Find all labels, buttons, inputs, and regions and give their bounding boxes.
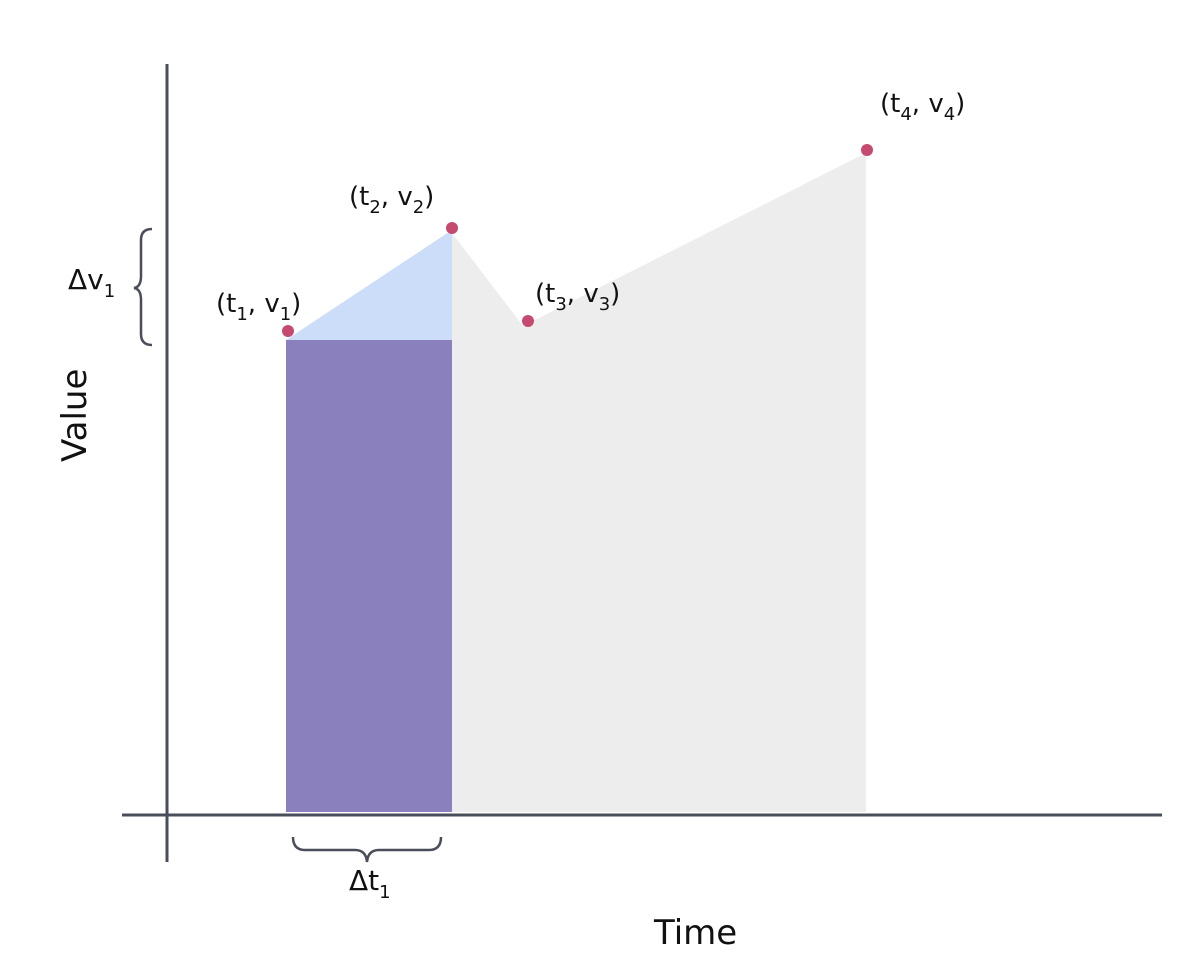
delta-t-brace [291, 836, 443, 863]
point-4 [861, 144, 873, 156]
point-2 [446, 222, 458, 234]
y-axis-title: Value [55, 369, 95, 462]
point-2-label: (t2, v2) [349, 182, 434, 218]
first-rectangle-area [286, 340, 452, 812]
point-1-label: (t1, v1) [216, 289, 301, 325]
delta-v-label: Δv1 [68, 263, 115, 302]
point-3 [522, 315, 534, 327]
x-axis-title: Time [653, 913, 737, 953]
point-3-label: (t3, v3) [535, 279, 620, 315]
delta-triangle-area [286, 230, 452, 340]
delta-v-brace [133, 227, 153, 347]
point-4-label: (t4, v4) [880, 89, 965, 125]
remaining-area [452, 153, 866, 812]
point-1 [282, 325, 294, 337]
delta-t-label: Δt1 [349, 864, 391, 903]
